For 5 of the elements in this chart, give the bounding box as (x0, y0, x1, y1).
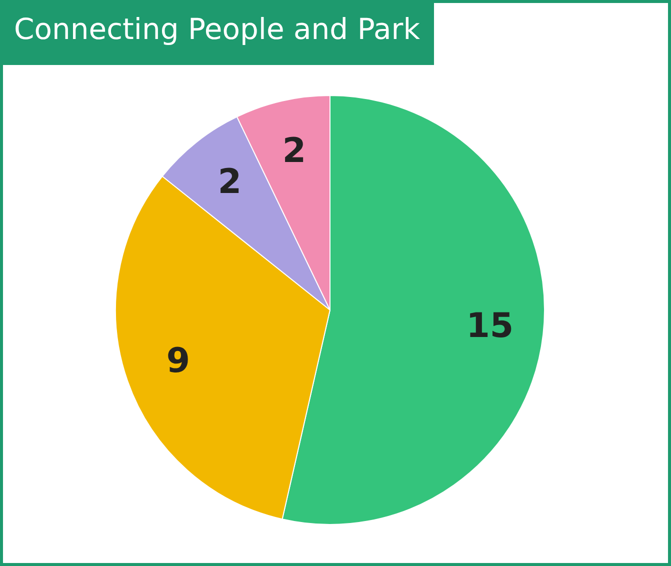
data-label: 2 (282, 130, 306, 171)
data-label: 9 (166, 340, 190, 381)
data-label: 15 (466, 306, 514, 346)
chart-title: Connecting People and Park (0, 0, 434, 65)
data-label: 2 (218, 162, 242, 202)
